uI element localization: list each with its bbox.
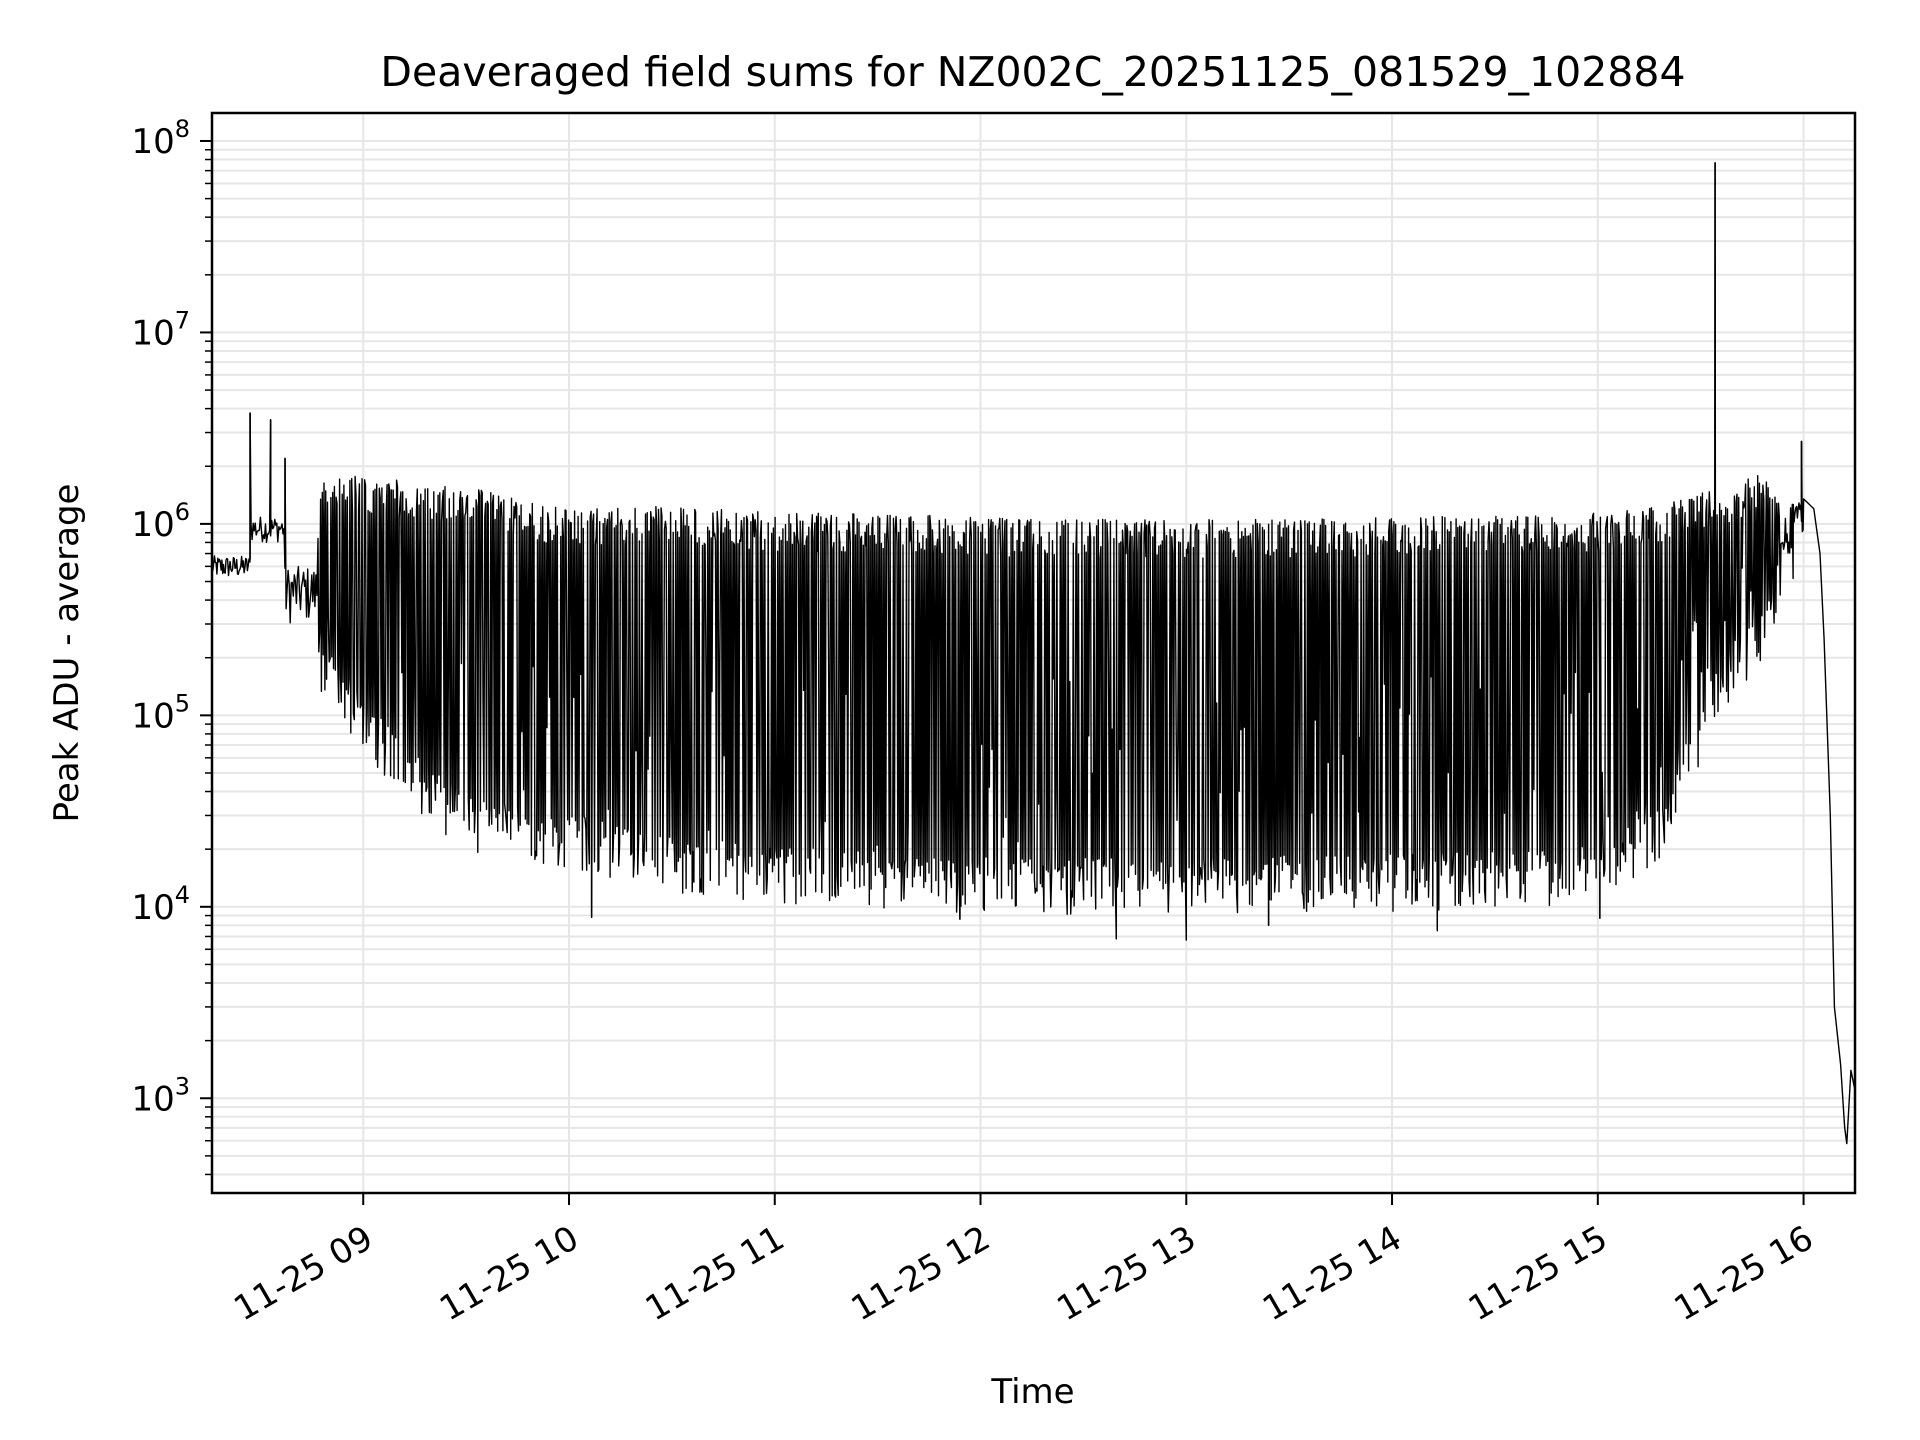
plot-frame — [210, 111, 1857, 1195]
chart-title: Deaveraged field sums for NZ002C_2025112… — [380, 48, 1685, 96]
y-tick-label: 105 — [131, 689, 190, 736]
y-tick-label: 107 — [131, 306, 190, 353]
series-line-field-sums — [211, 162, 1856, 1145]
y-tick-label: 103 — [131, 1072, 190, 1119]
y-tick-label: 106 — [131, 498, 190, 545]
y-axis-label: Peak ADU - average — [47, 484, 87, 823]
x-axis-label: Time — [990, 1372, 1074, 1412]
y-tick-label: 104 — [131, 881, 190, 928]
data-layer — [211, 162, 1856, 1145]
y-tick-label: 108 — [131, 115, 190, 162]
